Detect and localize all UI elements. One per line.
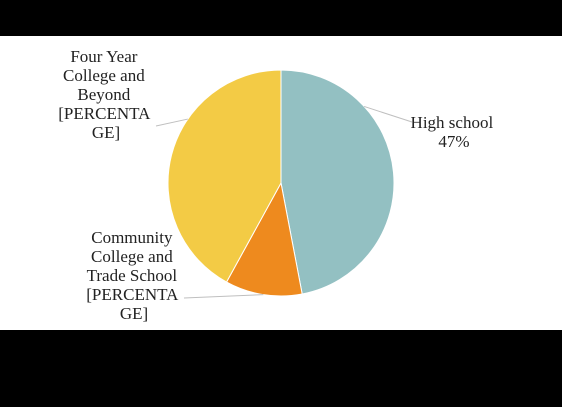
- leader-lines: [155, 105, 413, 299]
- slice-label-line: College and: [63, 66, 145, 85]
- slice-label-line: GE]: [120, 304, 148, 323]
- slice-label-line: Community: [91, 228, 173, 247]
- pie-slices: [167, 69, 395, 297]
- slice-label-community-college: Community College and Trade School [PERC…: [86, 228, 181, 323]
- slice-label-line: Beyond: [77, 85, 130, 104]
- slice-label-line: College and: [91, 247, 173, 266]
- pie-chart: High school 47% Community College and Tr…: [58, 47, 498, 323]
- chart-area: High school 47% Community College and Tr…: [0, 36, 562, 330]
- slice-label-line: GE]: [92, 123, 120, 142]
- slice-label-line: Trade School: [87, 266, 178, 285]
- leader-line-four-year-college: [155, 118, 188, 127]
- slice-label-line: High school: [411, 113, 494, 132]
- pie-slice-community-college: [225, 181, 303, 297]
- leader-line-community-college: [183, 294, 264, 299]
- slice-label-line: [PERCENTA: [86, 285, 179, 304]
- pie-slice-high-school: [280, 69, 395, 295]
- pie-slice-four-year-college: [167, 69, 282, 283]
- slice-label-four-year-college: Four Year College and Beyond [PERCENTA G…: [58, 47, 153, 142]
- slice-label-high-school: High school 47%: [411, 113, 498, 151]
- slice-label-line: Four Year: [70, 47, 137, 66]
- slice-label-line: [PERCENTA: [58, 104, 151, 123]
- leader-line-high-school: [363, 105, 413, 123]
- slice-label-line: 47%: [438, 132, 469, 151]
